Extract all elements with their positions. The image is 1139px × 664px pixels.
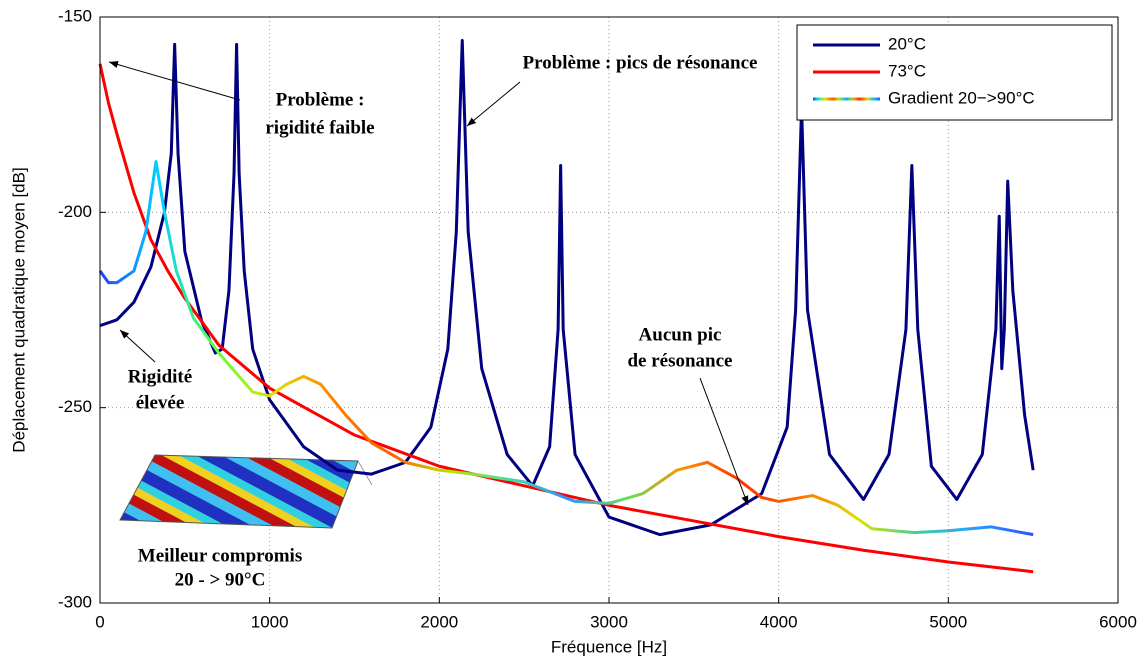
annotation: Meilleur compromis <box>138 545 302 566</box>
x-tick-label: 2000 <box>420 612 458 631</box>
arrow <box>466 81 521 127</box>
y-tick-label: -250 <box>58 397 92 416</box>
legend-label: 20°C <box>888 34 926 53</box>
x-tick-label: 6000 <box>1099 612 1137 631</box>
annotation: Rigidité <box>128 366 192 387</box>
annotation: de résonance <box>627 350 732 371</box>
series-line <box>98 63 1034 574</box>
y-tick-label: -200 <box>58 202 92 221</box>
plate <box>119 454 359 529</box>
arrow <box>699 377 749 506</box>
arrows <box>108 61 749 506</box>
x-tick-label: 1000 <box>251 612 289 631</box>
annotation: Problème : pics de résonance <box>523 52 758 73</box>
x-tick-label: 0 <box>95 612 104 631</box>
x-tick-label: 3000 <box>590 612 628 631</box>
arrow <box>119 329 156 363</box>
x-tick-label: 5000 <box>929 612 967 631</box>
y-tick-label: -300 <box>58 592 92 611</box>
ticks: 0 1000 2000 3000 4000 5000 6000 -300 -250 -200 -15… <box>58 6 1137 631</box>
legend: 20°C 73°C Gradient 20−>90°C <box>796 24 1113 121</box>
x-tick-label: 4000 <box>760 612 798 631</box>
legend-label: Gradient 20−>90°C <box>888 88 1035 107</box>
annotation: 20 - > 90°C <box>175 569 266 590</box>
arrow <box>108 61 241 101</box>
annotation: rigidité faible <box>265 117 374 138</box>
x-axis-label: Fréquence [Hz] <box>551 637 667 656</box>
annotation: Aucun pic <box>639 324 722 345</box>
annotation: Problème : <box>276 89 365 110</box>
series <box>98 38 1035 574</box>
inset-plate <box>119 454 373 529</box>
series-line <box>98 160 1034 537</box>
annotations: Problème : rigidité faible Problème : pics… <box>128 52 758 590</box>
legend-label: 73°C <box>888 61 926 80</box>
y-axis-label: Déplacement quadratique moyen [dB] <box>9 167 28 452</box>
y-tick-label: -150 <box>58 6 92 25</box>
annotation: élevée <box>136 392 185 413</box>
